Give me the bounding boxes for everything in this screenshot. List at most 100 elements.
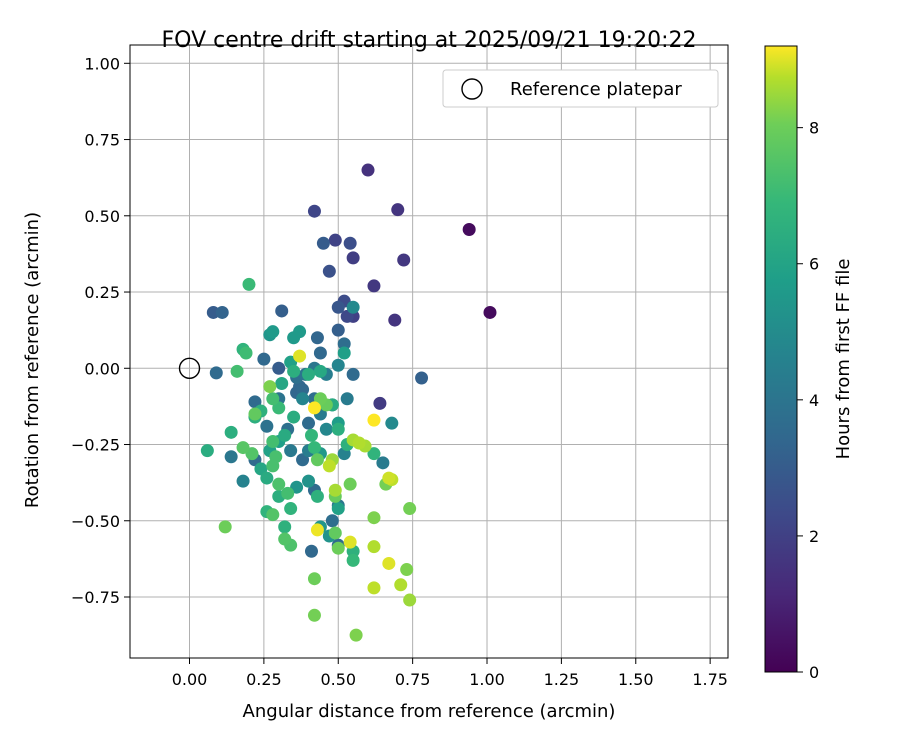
data-point bbox=[313, 346, 327, 360]
data-point bbox=[287, 364, 301, 378]
data-point bbox=[304, 544, 318, 558]
data-point bbox=[352, 436, 366, 450]
legend-box bbox=[442, 69, 719, 108]
data-point bbox=[367, 581, 381, 595]
data-point bbox=[313, 364, 327, 378]
plot-frame bbox=[129, 44, 729, 659]
data-point bbox=[284, 444, 298, 458]
data-point bbox=[346, 251, 360, 265]
data-point bbox=[325, 514, 339, 528]
data-point bbox=[275, 377, 289, 391]
data-point bbox=[382, 471, 396, 485]
data-point bbox=[391, 203, 405, 217]
data-point bbox=[331, 541, 345, 555]
colorbar-ticks: 0 2 4 6 8 bbox=[797, 119, 819, 682]
data-point bbox=[319, 422, 333, 436]
data-point bbox=[236, 474, 250, 488]
data-point bbox=[367, 279, 381, 293]
data-point bbox=[331, 323, 345, 337]
data-point bbox=[302, 416, 316, 430]
data-point bbox=[278, 428, 292, 442]
data-points bbox=[200, 163, 497, 642]
data-point bbox=[340, 392, 354, 406]
data-point bbox=[293, 349, 307, 363]
data-point bbox=[331, 358, 345, 372]
data-point bbox=[337, 337, 351, 351]
data-point bbox=[260, 471, 274, 485]
data-point bbox=[224, 450, 238, 464]
data-point bbox=[307, 204, 321, 218]
legend-marker-icon bbox=[461, 78, 483, 100]
y-axis-ticks: −0.75 −0.50 −0.25 0.00 0.25 0.50 0.75 1.00 bbox=[71, 54, 130, 607]
reference-layer bbox=[178, 357, 201, 379]
data-point bbox=[278, 532, 292, 546]
x-tick-label: 0.75 bbox=[395, 670, 431, 689]
data-point bbox=[307, 441, 321, 455]
data-point bbox=[367, 447, 381, 461]
data-point bbox=[275, 304, 289, 318]
data-point bbox=[403, 593, 417, 607]
data-point bbox=[293, 325, 307, 339]
data-point bbox=[343, 535, 357, 549]
y-tick-label: 1.00 bbox=[84, 54, 120, 73]
x-tick-label: 1.75 bbox=[692, 670, 728, 689]
data-point bbox=[284, 502, 298, 516]
colorbar-gradient bbox=[764, 45, 798, 673]
data-point bbox=[367, 413, 381, 427]
data-point bbox=[337, 346, 351, 360]
x-tick-label: 1.25 bbox=[544, 670, 580, 689]
reference-point-marker bbox=[178, 357, 201, 379]
data-point bbox=[328, 233, 342, 247]
data-point bbox=[310, 523, 324, 537]
data-point bbox=[272, 477, 286, 491]
data-point bbox=[281, 486, 295, 500]
data-point bbox=[483, 305, 497, 319]
y-tick-label: −0.75 bbox=[71, 588, 120, 607]
data-point bbox=[346, 553, 360, 567]
y-axis-label: Rotation from reference (arcmin) bbox=[22, 212, 43, 508]
x-tick-label: 0.00 bbox=[172, 670, 208, 689]
data-point bbox=[382, 556, 396, 570]
data-point bbox=[239, 346, 253, 360]
data-point bbox=[346, 300, 360, 314]
data-point bbox=[257, 352, 271, 366]
data-point bbox=[385, 416, 399, 430]
data-point bbox=[367, 511, 381, 525]
data-point bbox=[272, 361, 286, 375]
data-point bbox=[266, 392, 280, 406]
data-point bbox=[343, 236, 357, 250]
data-point bbox=[266, 325, 280, 339]
data-point bbox=[328, 483, 342, 497]
data-point bbox=[376, 456, 390, 470]
data-point bbox=[236, 441, 250, 455]
data-point bbox=[322, 264, 336, 278]
data-point bbox=[328, 526, 342, 540]
colorbar-tick-label: 0 bbox=[809, 663, 819, 682]
x-axis-ticks: 0.00 0.25 0.50 0.75 1.00 1.25 1.50 1.75 bbox=[172, 658, 728, 689]
data-point bbox=[287, 410, 301, 424]
data-point bbox=[316, 236, 330, 250]
data-point bbox=[242, 277, 256, 291]
colorbar-tick-label: 8 bbox=[809, 119, 819, 138]
data-point bbox=[263, 380, 277, 394]
data-point bbox=[304, 428, 318, 442]
data-point bbox=[349, 628, 363, 642]
data-point bbox=[322, 459, 336, 473]
data-point bbox=[331, 300, 345, 314]
data-point bbox=[209, 366, 223, 380]
y-tick-label: −0.50 bbox=[71, 512, 120, 531]
data-point bbox=[361, 163, 375, 177]
data-point bbox=[388, 313, 402, 327]
colorbar-label: Hours from first FF file bbox=[833, 259, 854, 460]
data-point bbox=[278, 520, 292, 534]
data-point bbox=[373, 396, 387, 410]
y-tick-label: 0.50 bbox=[84, 207, 120, 226]
chart-title: FOV centre drift starting at 2025/09/21 … bbox=[162, 28, 697, 53]
y-tick-label: 0.75 bbox=[84, 131, 120, 150]
colorbar-tick-label: 2 bbox=[809, 527, 819, 546]
data-point bbox=[415, 371, 429, 385]
data-point bbox=[296, 383, 310, 397]
data-point bbox=[230, 364, 244, 378]
data-point bbox=[403, 502, 417, 516]
